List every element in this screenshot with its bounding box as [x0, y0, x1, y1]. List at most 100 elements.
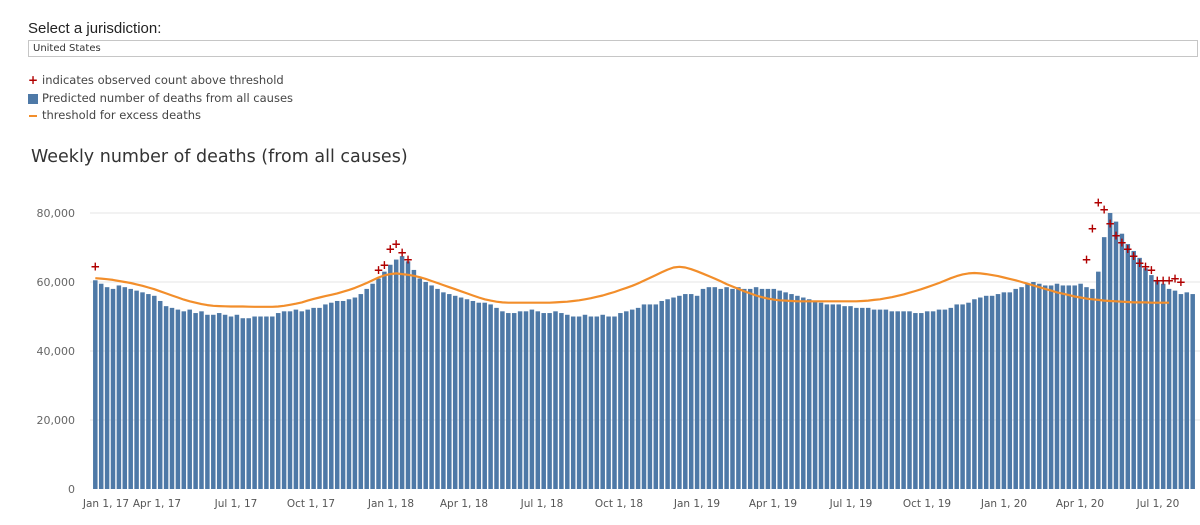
bar[interactable] [146, 294, 151, 489]
bar[interactable] [706, 287, 712, 489]
bar[interactable] [370, 283, 375, 489]
bar[interactable] [1025, 283, 1030, 489]
bar[interactable] [1037, 283, 1042, 489]
bar[interactable] [252, 316, 257, 490]
bar[interactable] [742, 288, 747, 489]
bar[interactable] [730, 288, 735, 489]
bar[interactable] [895, 311, 900, 489]
bar[interactable] [889, 311, 895, 489]
bar[interactable] [211, 314, 216, 489]
bar[interactable] [346, 299, 352, 489]
bar[interactable] [842, 306, 847, 489]
bar[interactable] [694, 295, 700, 489]
bar[interactable] [1066, 285, 1072, 489]
bar[interactable] [340, 300, 346, 489]
bar[interactable] [665, 299, 670, 489]
bar[interactable] [865, 307, 871, 489]
bar[interactable] [1007, 292, 1013, 489]
bar[interactable] [1172, 290, 1178, 489]
bar[interactable] [104, 287, 110, 489]
bar[interactable] [128, 288, 133, 489]
bar[interactable] [140, 292, 145, 489]
bar[interactable] [789, 294, 794, 489]
bar[interactable] [352, 297, 358, 489]
bar[interactable] [1149, 275, 1154, 489]
bar[interactable] [93, 280, 98, 489]
bar[interactable] [565, 314, 570, 489]
bar[interactable] [275, 313, 281, 489]
bar[interactable] [1090, 288, 1095, 489]
bar[interactable] [205, 314, 210, 489]
bar[interactable] [936, 309, 942, 489]
bar[interactable] [836, 304, 841, 489]
bar[interactable] [246, 318, 251, 489]
bar[interactable] [1042, 285, 1048, 489]
bar[interactable] [411, 269, 417, 489]
bar[interactable] [1101, 237, 1107, 489]
bar[interactable] [435, 288, 440, 489]
bar[interactable] [1125, 244, 1131, 489]
bar[interactable] [329, 302, 334, 489]
bar[interactable] [647, 304, 653, 489]
bar[interactable] [830, 304, 836, 489]
bar[interactable] [1019, 287, 1024, 489]
bar[interactable] [989, 295, 995, 489]
bar[interactable] [783, 292, 788, 489]
bar[interactable] [1072, 285, 1077, 489]
bar[interactable] [287, 311, 293, 489]
bar[interactable] [907, 311, 912, 489]
bar[interactable] [187, 309, 192, 489]
bar[interactable] [1048, 285, 1054, 489]
bar[interactable] [441, 292, 446, 489]
bar[interactable] [228, 316, 234, 490]
bar[interactable] [541, 313, 546, 489]
bar[interactable] [240, 318, 246, 489]
bar[interactable] [1143, 268, 1148, 489]
bar[interactable] [1166, 288, 1172, 489]
bar[interactable] [948, 307, 954, 489]
bar[interactable] [1078, 283, 1083, 489]
bar[interactable] [995, 294, 1001, 489]
bar[interactable] [535, 311, 541, 489]
bar[interactable] [399, 256, 405, 489]
bar[interactable] [854, 307, 859, 489]
bar[interactable] [1084, 287, 1089, 489]
bar[interactable] [777, 290, 782, 489]
bar[interactable] [163, 306, 169, 489]
bar[interactable] [506, 313, 511, 489]
bar[interactable] [683, 294, 688, 489]
bar[interactable] [157, 300, 163, 489]
bar[interactable] [954, 304, 959, 489]
bar[interactable] [978, 297, 983, 489]
bar[interactable] [382, 271, 387, 489]
bar[interactable] [606, 316, 611, 490]
bar[interactable] [724, 287, 729, 489]
bar[interactable] [1113, 221, 1119, 489]
bar[interactable] [877, 309, 883, 489]
bar[interactable] [1190, 294, 1195, 489]
bar[interactable] [175, 309, 181, 489]
bar[interactable] [388, 264, 393, 489]
bar[interactable] [653, 304, 659, 489]
bar[interactable] [405, 261, 411, 489]
bar[interactable] [1137, 257, 1142, 489]
bar[interactable] [588, 316, 594, 490]
bar[interactable] [264, 316, 269, 490]
bar[interactable] [659, 300, 664, 489]
bar[interactable] [1160, 283, 1166, 489]
bar[interactable] [234, 314, 240, 489]
bar[interactable] [983, 295, 989, 489]
bar[interactable] [517, 311, 523, 489]
bar[interactable] [305, 309, 310, 489]
bar[interactable] [270, 316, 275, 490]
bar[interactable] [293, 309, 299, 489]
bar[interactable] [860, 307, 865, 489]
bar[interactable] [169, 307, 175, 489]
bar[interactable] [376, 278, 381, 489]
bar[interactable] [523, 311, 529, 489]
bar[interactable] [688, 294, 694, 489]
bar[interactable] [417, 278, 423, 489]
bar[interactable] [913, 313, 918, 489]
bar[interactable] [429, 285, 434, 489]
bar[interactable] [718, 288, 723, 489]
